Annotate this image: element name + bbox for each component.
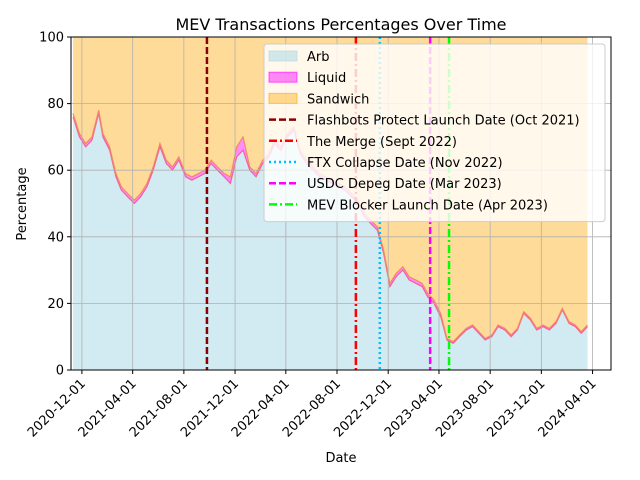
y-tick-label: 40 (47, 230, 64, 245)
y-tick-label: 60 (47, 164, 64, 179)
y-tick-label: 100 (39, 31, 64, 46)
x-axis-title: Date (325, 451, 356, 466)
legend-label: FTX Collapse Date (Nov 2022) (307, 156, 503, 171)
y-axis: 0 20 40 60 80 100 (39, 31, 71, 379)
legend-label: Sandwich (307, 92, 369, 107)
legend-label: The Merge (Sept 2022) (306, 135, 457, 150)
y-tick-label: 20 (47, 297, 64, 312)
legend-label: USDC Depeg Date (Mar 2023) (307, 177, 502, 192)
legend-label: MEV Blocker Launch Date (Apr 2023) (307, 198, 548, 213)
legend-swatch (268, 92, 298, 104)
area-arb (73, 113, 588, 370)
legend-box (263, 43, 606, 223)
legend-label: Flashbots Protect Launch Date (Oct 2021) (307, 114, 580, 129)
legend-swatch (268, 71, 298, 83)
plot-frame (70, 36, 612, 371)
chart-title: MEV Transactions Percentages Over Time (175, 15, 506, 34)
legend-swatch (268, 50, 298, 62)
y-tick-label: 80 (47, 97, 64, 112)
y-axis-title: Percentage (15, 167, 30, 240)
legend-label: Liquid (307, 71, 346, 86)
legend-label: Arb (307, 50, 330, 65)
legend: Arb Liquid Sandwich Flashbots Protect Launc… (263, 43, 606, 223)
y-tick-label: 0 (56, 364, 64, 379)
